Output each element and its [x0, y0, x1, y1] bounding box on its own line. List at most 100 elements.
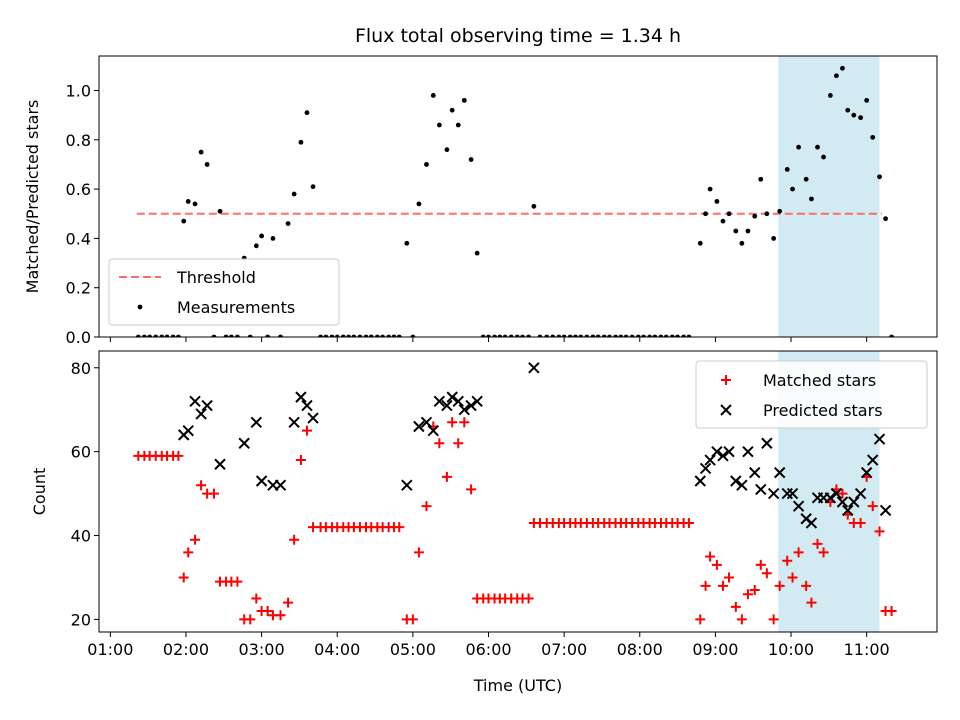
measurement-point — [544, 334, 550, 337]
legend-label: Matched stars — [763, 371, 876, 390]
measurement-point — [607, 334, 612, 337]
predicted-point — [767, 487, 780, 500]
measurement-point — [720, 218, 726, 224]
measurement-point — [285, 221, 291, 227]
measurement-point — [135, 334, 141, 337]
measurement-point — [502, 334, 508, 337]
measurement-point — [578, 334, 584, 337]
measurement-point — [386, 334, 392, 337]
predicted-point — [730, 475, 742, 487]
measurement-point — [641, 334, 646, 337]
matched-point — [755, 559, 766, 570]
measurement-point — [889, 334, 895, 337]
measurement-point — [396, 334, 402, 337]
measurement-point — [329, 334, 335, 337]
measurement-point — [573, 334, 578, 337]
measurement-point — [771, 236, 777, 241]
measurement-point — [803, 176, 809, 182]
x-axis-label: Time (UTC) — [473, 676, 562, 695]
matched-point — [434, 438, 445, 449]
plot-area — [135, 56, 895, 337]
predicted-point — [250, 416, 263, 429]
matched-point — [173, 450, 184, 461]
series-matched-stars — [133, 417, 897, 625]
predicted-point — [723, 445, 735, 458]
predicted-point — [736, 479, 748, 491]
predicted-point — [301, 399, 313, 412]
measurement-point — [584, 334, 590, 337]
measurement-point — [745, 228, 751, 234]
measurement-point — [784, 166, 790, 172]
matched-point — [855, 517, 866, 528]
measurement-point — [265, 334, 271, 337]
measurement-point — [416, 201, 422, 207]
predicted-point — [189, 395, 201, 408]
observing-window-shade — [778, 56, 880, 337]
measurement-point — [613, 334, 618, 337]
y-tick-label: 0.8 — [66, 131, 91, 150]
measurement-point — [455, 122, 461, 128]
predicted-point — [704, 454, 716, 466]
measurement-point — [550, 334, 556, 337]
measurement-point — [556, 334, 562, 337]
measurement-point — [159, 334, 165, 337]
legend-matched-swatch — [721, 375, 731, 385]
legend-measurement-swatch — [137, 304, 143, 310]
predicted-point — [749, 466, 761, 479]
measurement-point — [663, 334, 669, 337]
measurement-point — [380, 334, 386, 337]
matched-point — [190, 534, 201, 545]
measurement-point — [198, 149, 204, 155]
measurement-point — [424, 162, 429, 167]
measurement-point — [821, 154, 826, 160]
matched-point — [459, 417, 470, 428]
predicted-point — [773, 466, 786, 479]
measurement-point — [697, 240, 703, 246]
matched-point — [289, 534, 300, 545]
measurement-point — [497, 334, 503, 337]
y-tick-label: 0.2 — [66, 279, 91, 298]
measurement-point — [707, 186, 713, 192]
measurement-point — [647, 334, 652, 337]
predicted-point — [694, 475, 706, 487]
measurement-point — [618, 334, 624, 337]
measurement-point — [474, 250, 480, 256]
ratio-panel: 0.0 0.2 0.4 0.6 0.8 1.0 Matched/Predicted star… — [23, 55, 938, 347]
measurement-point — [298, 139, 304, 145]
measurement-point — [363, 334, 369, 337]
measurement-point — [368, 334, 374, 337]
predicted-point — [288, 416, 300, 429]
predicted-point — [761, 437, 773, 449]
predicted-point — [307, 412, 319, 424]
matched-point — [787, 572, 798, 583]
matched-point — [867, 501, 878, 512]
measurement-point — [815, 144, 820, 150]
axes-frame — [98, 55, 938, 338]
predicted-point — [699, 462, 712, 475]
axes-frame — [98, 350, 938, 633]
predicted-point — [711, 445, 723, 458]
predicted-point — [848, 496, 860, 508]
matched-point — [183, 547, 194, 558]
matched-point — [178, 572, 189, 583]
matched-point — [283, 597, 294, 608]
matched-point — [407, 614, 418, 625]
matched-point — [874, 526, 885, 537]
count-panel: 20 40 60 80 01:00 02:00 03:00 04:00 05:00 06:00 07… — [30, 350, 938, 659]
predicted-point — [214, 458, 226, 470]
matched-point — [413, 547, 424, 558]
measurement-point — [204, 162, 210, 167]
measurement-point — [714, 199, 720, 204]
measurement-point — [758, 176, 764, 182]
measurement-point — [752, 213, 758, 219]
y-tick-label: 20 — [71, 610, 91, 629]
series-measurements — [135, 65, 895, 337]
matched-point — [801, 580, 812, 591]
measurement-point — [601, 334, 607, 337]
measurement-point — [340, 334, 346, 337]
matched-point — [683, 517, 694, 528]
measurement-point — [410, 334, 416, 337]
measurement-point — [318, 334, 324, 337]
predicted-point — [792, 500, 805, 512]
predicted-point — [528, 362, 540, 374]
